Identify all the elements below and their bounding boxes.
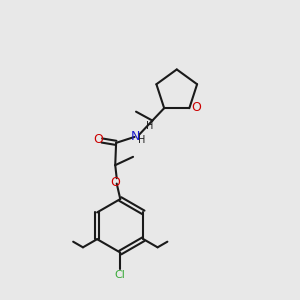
Text: H: H [138, 135, 146, 145]
Text: N: N [131, 130, 140, 142]
Text: O: O [93, 133, 103, 146]
Text: O: O [110, 176, 120, 189]
Text: O: O [191, 101, 201, 114]
Text: H: H [146, 121, 154, 131]
Text: Cl: Cl [115, 270, 126, 280]
